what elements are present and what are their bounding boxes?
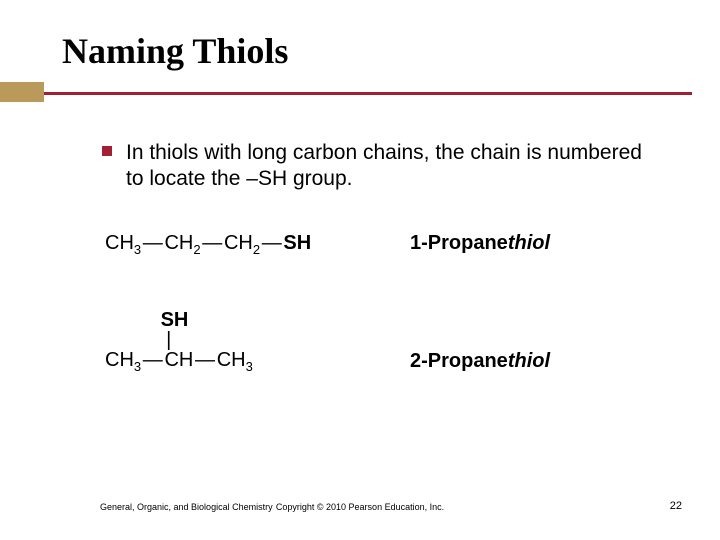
structure-2-name: 2-Propanethiol	[410, 350, 550, 373]
slide-title: Naming Thiols	[62, 30, 288, 72]
grp2: CH2	[164, 232, 200, 254]
structure-2-formula: SH | CH3 — CH — CH3	[105, 310, 253, 373]
s2-row3: CH3 — CH — CH3	[105, 350, 253, 373]
name1-prefix: 1-Propane	[410, 232, 508, 254]
bullet-part2: SH group.	[258, 167, 353, 190]
bullet-marker	[102, 146, 112, 156]
grp3: CH2	[224, 232, 260, 254]
s2-row1: SH	[105, 310, 253, 330]
s2-row2: |	[105, 330, 253, 350]
footer-copyright: Copyright © 2010 Pearson Education, Inc.	[0, 502, 720, 512]
name1-suffix: thiol	[508, 232, 550, 254]
accent-bar	[0, 82, 44, 102]
structure-1-formula: CH3 — CH2 — CH2 — SH	[105, 232, 311, 257]
grp4: SH	[283, 232, 311, 254]
bullet-part1: In thiols with long carbon chains, the c…	[126, 141, 642, 190]
grp1: CH3	[105, 232, 141, 254]
title-rule	[44, 92, 692, 95]
structure-1-name: 1-Propanethiol	[410, 232, 550, 255]
bullet-dash: –	[246, 167, 258, 190]
name2-suffix: thiol	[508, 350, 550, 372]
footer-page-number: 22	[670, 500, 682, 512]
name2-prefix: 2-Propane	[410, 350, 508, 372]
bullet-text: In thiols with long carbon chains, the c…	[126, 140, 660, 193]
bullet-item: In thiols with long carbon chains, the c…	[102, 140, 660, 193]
